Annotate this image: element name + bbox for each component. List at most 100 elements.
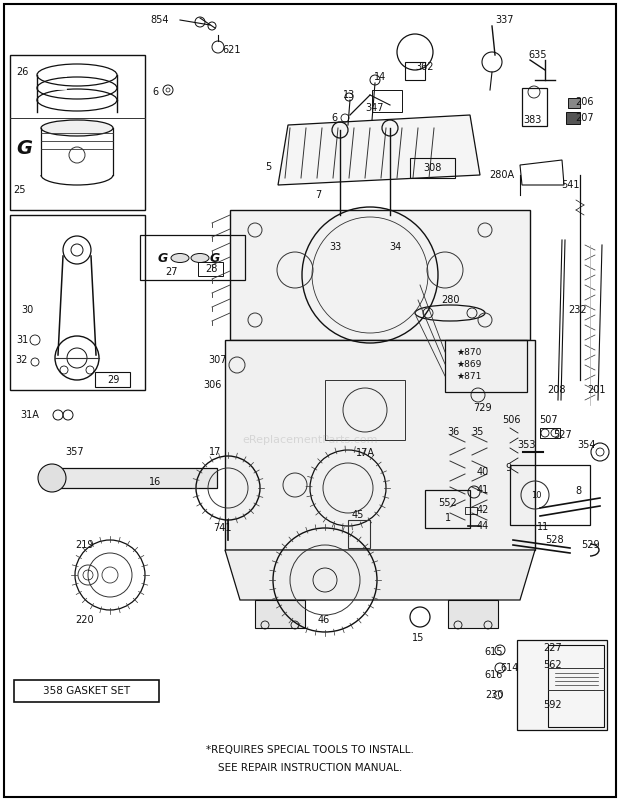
Text: 614: 614 [501, 663, 519, 673]
Text: ★871: ★871 [456, 372, 481, 380]
Text: 227: 227 [543, 643, 562, 653]
Text: 17A: 17A [355, 448, 374, 458]
Text: 358 GASKET SET: 358 GASKET SET [43, 686, 131, 696]
Text: 383: 383 [523, 115, 541, 125]
Text: 11: 11 [537, 522, 549, 532]
Text: SEE REPAIR INSTRUCTION MANUAL.: SEE REPAIR INSTRUCTION MANUAL. [218, 763, 402, 773]
Bar [225, 340, 535, 550]
Text: 527: 527 [554, 430, 572, 440]
Bar [405, 62, 425, 80]
Text: ★870: ★870 [456, 348, 481, 356]
Bar [348, 520, 370, 548]
Text: 347: 347 [366, 103, 384, 113]
Text: 10: 10 [531, 490, 541, 500]
Bar [448, 600, 498, 628]
Text: 207: 207 [576, 113, 595, 123]
Text: 6: 6 [331, 113, 337, 123]
Bar [425, 490, 470, 528]
Text: 354: 354 [578, 440, 596, 450]
Text: eReplacementParts.com: eReplacementParts.com [242, 435, 378, 445]
Text: 528: 528 [546, 535, 564, 545]
Text: G: G [158, 252, 168, 264]
Bar [548, 645, 604, 727]
Text: 9: 9 [505, 463, 511, 473]
Bar [42, 468, 217, 488]
Text: 507: 507 [539, 415, 557, 425]
Ellipse shape [171, 253, 189, 263]
Bar [14, 680, 159, 702]
Text: 201: 201 [588, 385, 606, 395]
Text: 27: 27 [166, 267, 179, 277]
Bar [522, 88, 547, 126]
Text: 357: 357 [66, 447, 84, 457]
Text: 541: 541 [560, 180, 579, 190]
Text: 306: 306 [204, 380, 222, 390]
Text: 208: 208 [547, 385, 566, 395]
Text: 220: 220 [76, 615, 94, 625]
Bar [10, 55, 145, 210]
Bar [230, 210, 530, 340]
Text: 31: 31 [16, 335, 28, 345]
Text: 206: 206 [576, 97, 594, 107]
Text: *REQUIRES SPECIAL TOOLS TO INSTALL.: *REQUIRES SPECIAL TOOLS TO INSTALL. [206, 745, 414, 755]
Text: 5: 5 [265, 162, 271, 172]
Text: 308: 308 [424, 163, 442, 173]
Text: 592: 592 [543, 700, 562, 710]
Text: 29: 29 [107, 375, 119, 385]
Bar [255, 600, 305, 628]
Bar [325, 380, 405, 440]
Bar [140, 235, 245, 280]
Text: 529: 529 [581, 540, 600, 550]
Text: 30: 30 [21, 305, 33, 315]
Text: 280A: 280A [489, 170, 515, 180]
Text: 8: 8 [575, 486, 581, 496]
Text: 1: 1 [445, 513, 451, 523]
Bar [198, 262, 223, 276]
Text: 6: 6 [152, 87, 158, 97]
Text: 40: 40 [477, 467, 489, 477]
Text: 44: 44 [477, 521, 489, 531]
Text: 36: 36 [447, 427, 459, 437]
Text: 353: 353 [518, 440, 536, 450]
Text: 621: 621 [223, 45, 241, 55]
Bar [10, 215, 145, 390]
Text: 337: 337 [496, 15, 514, 25]
Text: 741: 741 [213, 523, 231, 533]
Bar [517, 640, 607, 730]
Bar [510, 465, 590, 525]
Text: 26: 26 [16, 67, 28, 77]
Text: 562: 562 [543, 660, 562, 670]
Bar [445, 340, 527, 392]
Text: 15: 15 [412, 633, 424, 643]
Text: 31A: 31A [20, 410, 40, 420]
Text: 219: 219 [76, 540, 94, 550]
Bar [540, 428, 560, 438]
Text: 25: 25 [14, 185, 26, 195]
Text: 42: 42 [477, 505, 489, 515]
Bar [568, 98, 580, 108]
Bar [95, 372, 130, 387]
Ellipse shape [191, 253, 209, 263]
Bar [465, 507, 477, 514]
Bar [566, 112, 580, 124]
Text: 362: 362 [416, 62, 434, 72]
Text: 16: 16 [149, 477, 161, 487]
Text: 34: 34 [389, 242, 401, 252]
Text: 33: 33 [329, 242, 341, 252]
Bar [410, 158, 455, 178]
Text: 506: 506 [502, 415, 520, 425]
Ellipse shape [41, 120, 113, 136]
Text: 615: 615 [485, 647, 503, 657]
Polygon shape [225, 550, 535, 600]
Text: 280: 280 [441, 295, 459, 305]
Polygon shape [278, 115, 480, 185]
Text: 14: 14 [374, 72, 386, 82]
Text: 41: 41 [477, 485, 489, 495]
Text: 232: 232 [569, 305, 587, 315]
Text: 635: 635 [529, 50, 547, 60]
Text: 729: 729 [474, 403, 492, 413]
Text: 32: 32 [16, 355, 28, 365]
Text: 28: 28 [205, 264, 217, 274]
Text: 230: 230 [485, 690, 503, 700]
Text: G: G [210, 252, 220, 264]
